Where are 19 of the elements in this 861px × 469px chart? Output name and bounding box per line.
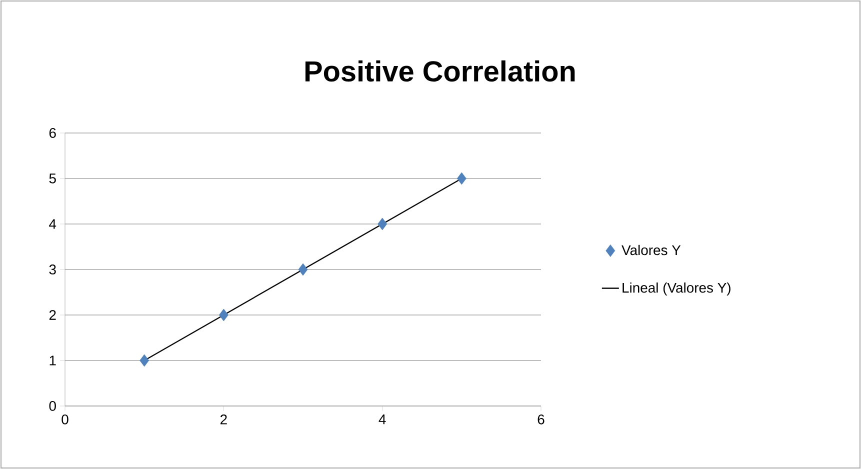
y-tick-label: 1 <box>50 356 56 366</box>
point <box>218 308 228 322</box>
point <box>378 218 388 230</box>
y-tick-label: 4 <box>49 219 56 229</box>
y-tick-label: 5 <box>49 174 56 184</box>
x-tick-label: 4 <box>378 414 386 424</box>
point <box>298 263 308 276</box>
y-tick-label: 2 <box>49 310 56 320</box>
x-tick-label: 0 <box>62 414 68 424</box>
x-tick-label: 6 <box>538 414 544 424</box>
x-tick-label: 2 <box>220 414 227 424</box>
point <box>140 354 150 367</box>
legend-label: Valores Y <box>622 244 681 256</box>
chart-title: Positive Correlation <box>305 60 575 82</box>
point <box>456 172 466 185</box>
y-tick-label: 0 <box>49 401 56 411</box>
y-tick-label: 3 <box>49 264 56 274</box>
y-tick-label: 6 <box>49 128 56 138</box>
legend-label: Lineal (Valores Y) <box>622 282 730 296</box>
